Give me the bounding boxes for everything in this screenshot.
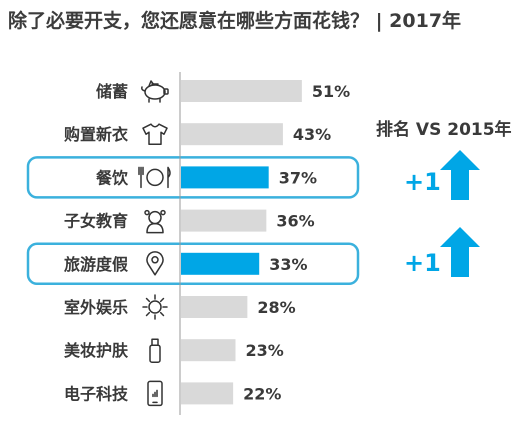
value-label: 23% [246, 341, 284, 360]
chart-title: 除了必要开支，您还愿意在哪些方面花钱？ | 2017年 [8, 10, 462, 32]
category-label: 储蓄 [95, 82, 128, 101]
sun-icon [142, 294, 168, 320]
value-label: 43% [293, 125, 331, 144]
value-label: 36% [276, 212, 314, 231]
bar [181, 252, 260, 275]
up-arrow-icon [440, 150, 480, 200]
rank-change-label: +1 [404, 249, 441, 277]
bar [181, 123, 283, 146]
category-label: 电子科技 [64, 384, 129, 403]
bar [181, 382, 234, 405]
value-label: 28% [257, 298, 295, 317]
piggy-bank-icon [141, 80, 169, 103]
map-pin-icon [146, 251, 164, 276]
value-label: 51% [312, 82, 350, 101]
ranking-title: 排名 VS 2015年 [376, 120, 512, 140]
highlight-outline [26, 242, 360, 286]
value-label: 37% [279, 168, 317, 187]
cutlery-icon [138, 166, 171, 189]
category-label: 旅游度假 [64, 255, 129, 274]
category-label: 室外娱乐 [64, 298, 128, 317]
bar [181, 209, 267, 232]
value-label: 33% [269, 255, 307, 274]
bar [181, 339, 236, 362]
category-label: 美妆护肤 [64, 341, 129, 360]
value-label: 22% [243, 384, 281, 403]
bar [181, 166, 269, 189]
bar [181, 80, 302, 102]
rank-change-label: +1 [404, 168, 441, 196]
up-arrow-icon [440, 227, 480, 277]
category-label: 子女教育 [64, 212, 128, 231]
highlight-outline [26, 156, 360, 199]
category-label: 购置新衣 [64, 125, 128, 144]
child-icon [144, 209, 166, 234]
category-label: 餐饮 [95, 168, 129, 187]
tshirt-icon [142, 123, 168, 145]
lotion-bottle-icon [149, 338, 161, 363]
phone-icon [147, 380, 163, 407]
bar [181, 296, 248, 318]
